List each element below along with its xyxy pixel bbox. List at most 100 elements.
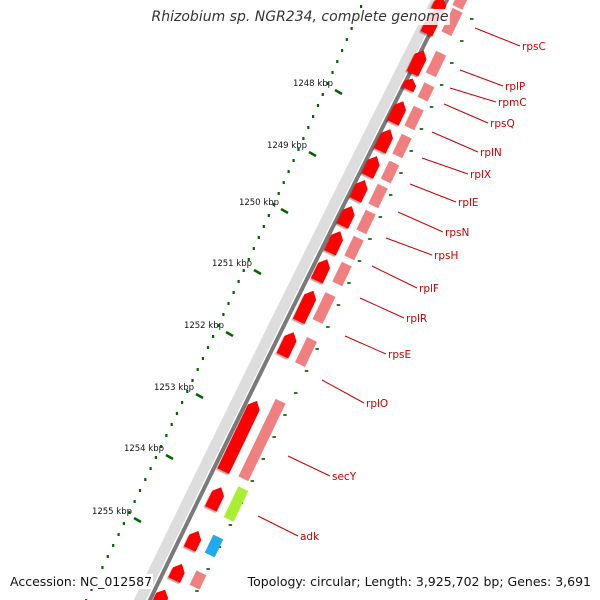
- scale-dot: [360, 5, 363, 8]
- scale-dot: [160, 445, 163, 448]
- cog-rplN: [392, 133, 412, 159]
- gene-label-rplN: rplN: [480, 147, 502, 159]
- tick-mark: [308, 150, 317, 158]
- accession-label: Accession: NC_012587: [9, 574, 154, 589]
- scale-dot: [222, 313, 225, 316]
- tick-mark: [334, 88, 343, 96]
- scale-dot: [341, 49, 344, 52]
- gene-rplO: [217, 400, 260, 474]
- cog-scale-dot: [283, 414, 287, 416]
- gene-label-secY: secY: [332, 471, 357, 483]
- scale-dot: [242, 269, 245, 272]
- scale-dot: [196, 368, 199, 371]
- cog-scale-dot: [261, 458, 265, 460]
- scale-dot: [133, 500, 136, 503]
- scale-dot: [149, 467, 152, 470]
- leader-line: [443, 103, 489, 124]
- scale-dot: [272, 203, 275, 206]
- cog-scale-dot: [399, 172, 403, 174]
- tick-label: 1250 kbp: [239, 198, 279, 208]
- tick-label: 1253 kbp: [154, 383, 194, 393]
- scale-dot: [138, 489, 142, 492]
- cog-unlabeled: [189, 570, 207, 590]
- scale-dot: [252, 247, 255, 250]
- cog-rplF: [332, 261, 352, 287]
- tick-label: 1249 kbp: [267, 141, 307, 151]
- gene-label-adk: adk: [300, 531, 320, 543]
- tick-mark: [280, 207, 289, 215]
- cog-scale-dot: [419, 128, 424, 130]
- scale-dot: [345, 38, 348, 41]
- scale-dot: [257, 236, 260, 239]
- scale-dot: [227, 302, 230, 305]
- scale-dot: [312, 115, 315, 118]
- leader-line: [421, 157, 469, 175]
- scale-dot: [175, 412, 178, 415]
- scale-dot: [170, 423, 173, 426]
- gene-label-rplX: rplX: [470, 169, 491, 181]
- gene-rpsH: [323, 231, 343, 256]
- gene-labels: rpsC rplP rpmC rpsQ rplN rplX rplE rpsN rpsH rplF…: [257, 27, 546, 543]
- scale-dot: [237, 280, 240, 283]
- gene-label-rpsC: rpsC: [522, 41, 546, 53]
- cog-scale-dot: [409, 150, 413, 152]
- scale-dot: [262, 225, 265, 228]
- cog-rpsN: [356, 209, 376, 235]
- gene-rplX: [361, 156, 380, 179]
- leader-line: [359, 297, 405, 319]
- cog-scale-dot: [357, 260, 362, 262]
- scale-dot: [302, 137, 305, 140]
- leader-line: [344, 335, 387, 355]
- scale-dot: [331, 71, 334, 74]
- cog-features: [189, 0, 468, 590]
- gene-label-rpsE: rpsE: [388, 349, 411, 361]
- gene-label-rplP: rplP: [505, 81, 525, 93]
- scale-dot: [201, 357, 204, 360]
- tick-label: 1251 kbp: [212, 259, 252, 269]
- gene-label-rpmC: rpmC: [498, 97, 527, 109]
- tick-label: 1248 kbp: [293, 79, 333, 89]
- cog-scale-dot: [272, 436, 276, 438]
- gene-label-rpsN: rpsN: [445, 227, 469, 239]
- scale-dot: [326, 82, 329, 85]
- gene-label-rpsH: rpsH: [434, 250, 458, 262]
- scale-dot: [90, 588, 93, 591]
- scale-dot: [101, 566, 104, 569]
- cog-rpsH: [344, 235, 364, 261]
- gene-unlabeled: [168, 563, 185, 583]
- cog-adk: [204, 534, 224, 558]
- cog-rpsE: [295, 337, 317, 367]
- cog-scale-dot: [460, 40, 464, 42]
- scale-dot: [321, 93, 324, 96]
- gene-secY: [204, 487, 224, 512]
- gene-label-rplR: rplR: [406, 313, 427, 325]
- scale-dot: [112, 544, 115, 547]
- cog-scale-dot: [347, 282, 351, 284]
- tick-mark: [253, 268, 262, 276]
- genome-summary: Topology: circular; Length: 3,925,702 bp…: [246, 574, 592, 589]
- scale-dot: [292, 159, 295, 162]
- cog-rplR: [312, 292, 336, 324]
- scale-dot: [316, 104, 320, 107]
- scale-dot: [287, 170, 290, 173]
- cog-scale-dot: [250, 480, 255, 482]
- cog-scale-dot: [429, 106, 434, 108]
- scale-dot: [350, 27, 353, 30]
- gene-rplF: [310, 259, 330, 284]
- gene-rplE: [349, 180, 368, 203]
- cog-scale-dot: [439, 84, 444, 86]
- cog-rpsQ: [404, 105, 424, 131]
- cog-scale-dot: [470, 18, 474, 20]
- gene-label-rplO: rplO: [366, 398, 388, 410]
- scale-dot: [336, 60, 339, 63]
- leader-line: [409, 183, 457, 203]
- map-title: Rhizobium sp. NGR234, complete genome: [149, 9, 451, 25]
- scale-dot: [297, 148, 300, 151]
- gene-label-rpsQ: rpsQ: [490, 118, 515, 130]
- scale-dot: [128, 511, 131, 514]
- tick-label: 1252 kbp: [184, 321, 224, 331]
- tick-mark: [225, 330, 234, 338]
- scale-dot: [232, 291, 235, 294]
- leader-line: [321, 379, 365, 404]
